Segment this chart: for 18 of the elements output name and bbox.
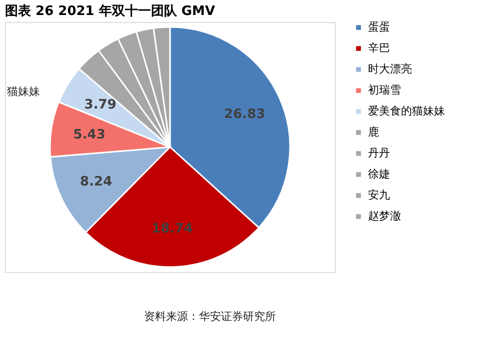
legend-label: 丹丹 xyxy=(368,146,390,160)
legend-label: 蛋蛋 xyxy=(368,20,390,34)
legend-label: 爱美食的猫妹妹 xyxy=(368,104,445,118)
data-label: 3.79 xyxy=(84,98,116,113)
data-label: 18.74 xyxy=(152,222,193,237)
data-label: 26.83 xyxy=(224,106,266,122)
legend-label: 初瑞雪 xyxy=(368,84,401,96)
legend-label: 赵梦澈 xyxy=(368,210,401,222)
data-label: 8.24 xyxy=(80,174,112,190)
text: 资料来源：华安证券研究所 xyxy=(144,310,276,323)
data-label: 5.43 xyxy=(73,128,106,143)
legend-label: 徐婕 xyxy=(368,168,390,180)
text: 猫妹妹 xyxy=(7,85,40,98)
legend-label: 鹿 xyxy=(368,126,379,138)
chart-title: 图表 26 2021 年双十一团队 GMV xyxy=(5,4,216,19)
legend-label: 时大漂亮 xyxy=(368,62,412,76)
legend-label: 安九 xyxy=(368,188,390,202)
legend-label: 辛巴 xyxy=(368,42,390,54)
